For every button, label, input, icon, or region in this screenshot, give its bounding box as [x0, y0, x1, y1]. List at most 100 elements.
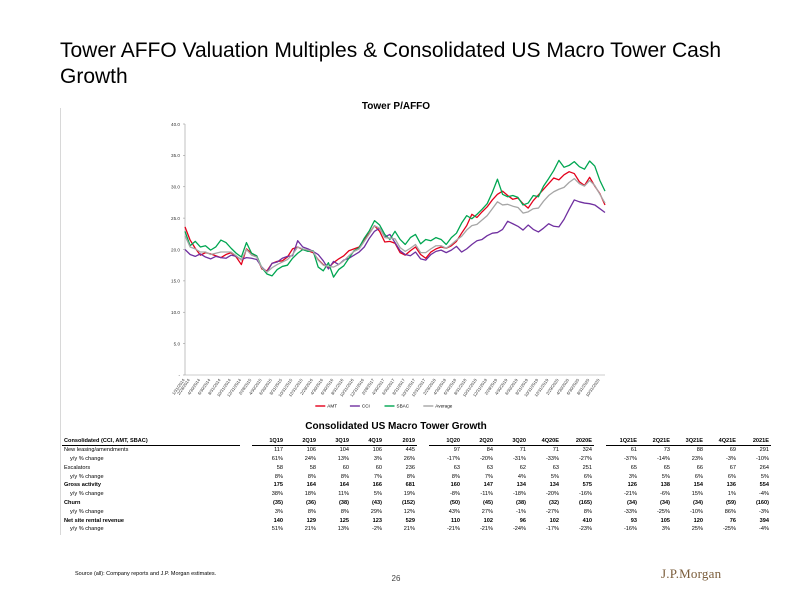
table-row: y/y % change 38% 18% 11% 5% 19% -8% -11% -18% -20… — [62, 490, 771, 499]
table-row: y/y % change 61% 24% 13% 3% 26% -17% -20% -31% -3… — [62, 455, 771, 464]
column-header: 4Q21E — [705, 437, 738, 447]
series-line-cci — [184, 199, 606, 273]
column-gap — [417, 481, 429, 490]
table-cell: 8% — [406, 473, 415, 480]
table-cell: (50) — [450, 499, 460, 506]
y-tick-label: 30.0 — [171, 185, 180, 190]
table-cell: 84 — [486, 447, 493, 454]
table-cell: 61% — [271, 455, 283, 462]
table-cell: 26% — [403, 455, 415, 462]
column-header: 2Q20 — [462, 437, 495, 447]
series-line-sbac — [184, 159, 606, 278]
table-cell: -17% — [545, 526, 559, 533]
row-label: Escalators — [64, 464, 91, 471]
column-gap — [594, 446, 606, 455]
table-header-label: Consolidated (CCI, AMT, SBAC) — [62, 437, 240, 447]
column-gap — [594, 463, 606, 472]
table-cell: 25% — [691, 526, 703, 533]
table-cell: 93 — [630, 517, 637, 524]
table-cell: 8% — [451, 473, 460, 480]
table-cell: 264 — [759, 464, 769, 471]
table-cell: 105 — [660, 517, 670, 524]
column-gap — [417, 455, 429, 464]
column-gap — [417, 446, 429, 455]
row-label: Churn — [64, 499, 81, 506]
y-tick-label: 15.0 — [171, 279, 180, 284]
table-cell: 8% — [340, 508, 349, 515]
table-cell: 554 — [759, 482, 769, 489]
table-cell: 60 — [342, 464, 349, 471]
table-cell: -27% — [578, 455, 592, 462]
table-cell: -25% — [722, 526, 736, 533]
table-cell: (152) — [401, 499, 415, 506]
table-cell: 12% — [403, 508, 415, 515]
table-cell: 76 — [729, 517, 736, 524]
row-label: y/y % change — [70, 455, 104, 462]
table-cell: 5% — [661, 473, 670, 480]
table-cell: 8% — [340, 473, 349, 480]
y-tick-label: 35.0 — [171, 153, 180, 158]
table-cell: 6% — [694, 473, 703, 480]
table-cell: 63 — [552, 464, 559, 471]
table-cell: 123 — [372, 517, 382, 524]
column-gap — [240, 507, 252, 516]
table-cell: 18% — [304, 491, 316, 498]
table-cell: -21% — [446, 526, 460, 533]
table-cell: 134 — [516, 482, 526, 489]
table-row: y/y % change 8% 8% 8% 7% 8% 8% 7% 4% 5% 6% 3% 5% 6% 6%… — [62, 472, 771, 481]
y-tick-label: - — [178, 373, 180, 378]
series-line-average — [184, 177, 606, 273]
column-gap — [594, 516, 606, 525]
column-header: 3Q19 — [318, 437, 351, 447]
table-cell: 291 — [759, 447, 769, 454]
table-cell: -6% — [660, 491, 670, 498]
column-header: 2Q21E — [639, 437, 672, 447]
table-cell: 58 — [276, 464, 283, 471]
chart-lines — [184, 159, 606, 278]
table-row: Gross activity 175 164 164 166 681 160 147 134 13… — [62, 481, 771, 490]
column-gap — [417, 463, 429, 472]
table-cell: 106 — [372, 447, 382, 454]
table-cell: 575 — [582, 482, 592, 489]
table-cell: -27% — [545, 508, 559, 515]
column-gap — [594, 481, 606, 490]
table-cell: -17% — [446, 455, 460, 462]
table-cell: (34) — [627, 499, 637, 506]
column-gap — [594, 490, 606, 499]
column-gap — [594, 507, 606, 516]
table-cell: 62 — [519, 464, 526, 471]
table-cell: 110 — [450, 517, 460, 524]
table-cell: 63 — [486, 464, 493, 471]
table-cell: 134 — [549, 482, 559, 489]
table-cell: 8% — [274, 473, 283, 480]
source-note: Source (all): Company reports and J.P. M… — [75, 571, 217, 577]
table-cell: 129 — [306, 517, 316, 524]
table-cell: 65 — [630, 464, 637, 471]
row-label: Net site rental revenue — [64, 517, 125, 524]
macro-tower-growth-table: Consolidated (CCI, AMT, SBAC) 1Q19 2Q19 3Q1… — [62, 437, 771, 534]
y-tick-label: 40.0 — [171, 122, 180, 127]
column-gap — [594, 437, 606, 446]
table-cell: (38) — [516, 499, 526, 506]
table-cell: (32) — [549, 499, 559, 506]
table-cell: 138 — [660, 482, 670, 489]
table-cell: 86% — [724, 508, 736, 515]
table-cell: 67 — [729, 464, 736, 471]
table-cell: 120 — [693, 517, 703, 524]
table-cell: 29% — [370, 508, 382, 515]
table-cell: 19% — [403, 491, 415, 498]
table-cell: 3% — [274, 508, 283, 515]
y-tick-label: 10.0 — [171, 310, 180, 315]
table-cell: -33% — [623, 508, 637, 515]
table-row: y/y % change 3% 8% 8% 29% 12% 43% 27% -1% -27% 8% -… — [62, 507, 771, 516]
table-cell: 7% — [484, 473, 493, 480]
legend-label-average: Average — [435, 404, 452, 409]
table-cell: -10% — [689, 508, 703, 515]
table-cell: (35) — [273, 499, 283, 506]
table-cell: 3% — [373, 455, 382, 462]
table-cell: 681 — [405, 482, 415, 489]
table-cell: -3% — [759, 508, 769, 515]
column-gap — [417, 525, 429, 534]
table-cell: 11% — [338, 491, 349, 498]
table-cell: 126 — [627, 482, 637, 489]
